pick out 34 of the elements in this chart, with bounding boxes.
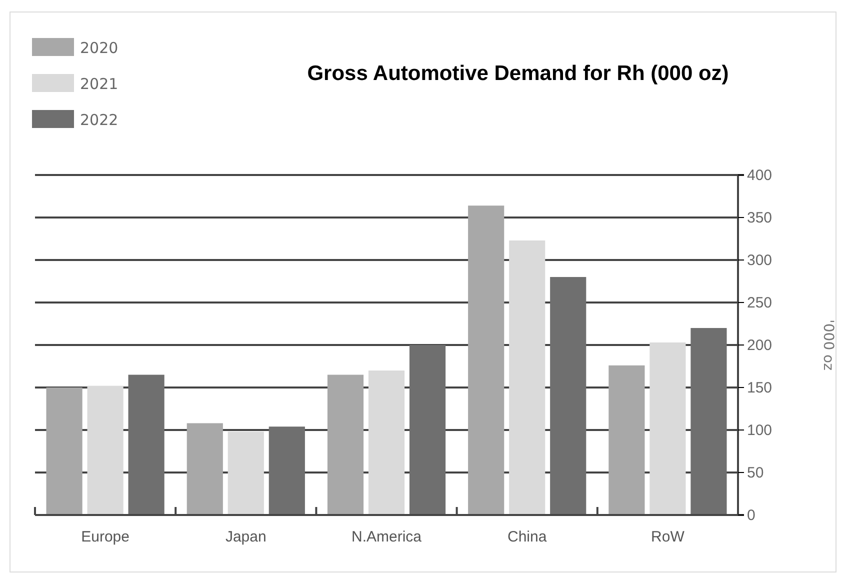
bar <box>268 426 305 515</box>
bar <box>409 345 446 515</box>
x-tick-label: RoW <box>651 528 686 546</box>
y2-axis-title: '000 oz <box>820 320 836 370</box>
legend-label: 2021 <box>80 75 118 93</box>
bar <box>228 432 264 515</box>
bar <box>509 240 546 515</box>
x-tick-label: China <box>508 528 548 546</box>
bar <box>690 328 727 515</box>
bar <box>186 423 223 515</box>
bar <box>46 388 82 515</box>
y2-tick-label: 400 <box>747 166 772 184</box>
bar <box>327 374 364 515</box>
y2-tick-label: 200 <box>747 336 772 354</box>
bar <box>650 342 686 515</box>
y2-tick-label: 300 <box>747 252 772 269</box>
chart-title: Gross Automotive Demand for Rh (000 oz) <box>307 62 729 85</box>
bar <box>468 206 504 515</box>
y2-tick-label: 150 <box>747 379 772 396</box>
legend-label: 2022 <box>80 111 118 129</box>
y2-tick-label: 100 <box>747 422 772 439</box>
bar <box>608 365 645 515</box>
legend-label: 2020 <box>80 39 118 57</box>
y2-tick-label: 0 <box>747 506 756 524</box>
x-tick-label: N.America <box>351 528 422 546</box>
bar <box>87 386 124 515</box>
bar <box>368 370 405 515</box>
y2-tick-label: 250 <box>747 294 772 312</box>
bar <box>128 374 164 515</box>
bar <box>550 277 586 515</box>
y2-tick-label: 350 <box>747 209 772 226</box>
x-tick-label: Europe <box>81 528 130 546</box>
y2-tick-label: 50 <box>747 464 764 482</box>
x-tick-label: Japan <box>225 528 266 546</box>
